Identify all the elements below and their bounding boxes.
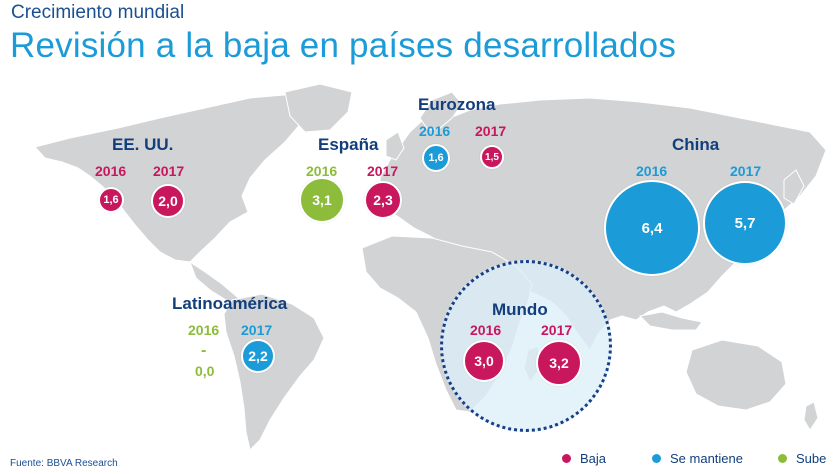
scandinavia-shape [419,91,463,131]
indonesia-shape [638,311,703,331]
legend-sube-dot-icon [778,454,787,463]
legend-baja-dot-icon [562,454,571,463]
espana-bubble-2016: 3,1 [299,177,345,223]
mundo-highlight-ring [440,260,612,432]
eurozona-bubble-2016: 1,6 [422,144,450,172]
latam-year-2016: 2016 [188,322,220,338]
eurozona-year-2016: 2016 [419,123,451,139]
mundo-bubble-2017: 3,2 [536,340,582,386]
australia-shape [685,339,787,411]
japan-shape [783,169,805,205]
eeuu-year-2016: 2016 [95,163,127,179]
north-america-shape [34,93,313,263]
eurozona-label: Eurozona [418,95,496,114]
espana-bubble-2017: 2,3 [364,181,402,219]
china-year-2017: 2017 [730,163,762,179]
espana-label: España [318,135,379,154]
legend-sube: Sube [778,451,826,466]
newzealand-shape [803,401,819,431]
legend-baja-label: Baja [580,451,607,466]
china-bubble-2016: 6,4 [604,180,700,276]
legend-mantiene-dot-icon [652,454,661,463]
latam-bubble-2017: 2,2 [241,339,275,373]
legend-mantiene-label: Se mantiene [670,451,743,466]
eeuu-bubble-2017: 2,0 [151,184,185,218]
mundo-year-2017: 2017 [541,322,573,338]
chart-subtitle: Crecimiento mundial [11,2,185,23]
espana-year-2016: 2016 [306,163,338,179]
latam-dash-2016: - [201,342,207,359]
latam-year-2017: 2017 [241,322,273,338]
eurozona-year-2017: 2017 [475,123,507,139]
china-label: China [672,135,720,154]
eeuu-label: EE. UU. [112,135,174,154]
eeuu-bubble-2016: 1,6 [98,187,124,213]
latam-value-2016: 0,0 [195,363,215,379]
mundo-bubble-2016: 3,0 [463,340,505,382]
legend-mantiene: Se mantiene [652,451,743,466]
mundo-label: Mundo [492,300,548,319]
eurozona-bubble-2017: 1,5 [480,145,504,169]
chart-title: Revisión a la baja en países desarrollad… [10,26,677,65]
china-year-2016: 2016 [636,163,668,179]
china-bubble-2017: 5,7 [703,181,787,265]
espana-year-2017: 2017 [367,163,399,179]
south-america-shape [223,293,325,451]
source-note: Fuente: BBVA Research [10,458,118,469]
britain-shape [385,131,405,161]
legend-baja: Baja [562,451,606,466]
eeuu-year-2017: 2017 [153,163,185,179]
greenland-shape [284,83,353,133]
legend-sube-label: Sube [796,451,827,466]
mundo-year-2016: 2016 [470,322,502,338]
latam-label: Latinoamérica [172,294,288,313]
